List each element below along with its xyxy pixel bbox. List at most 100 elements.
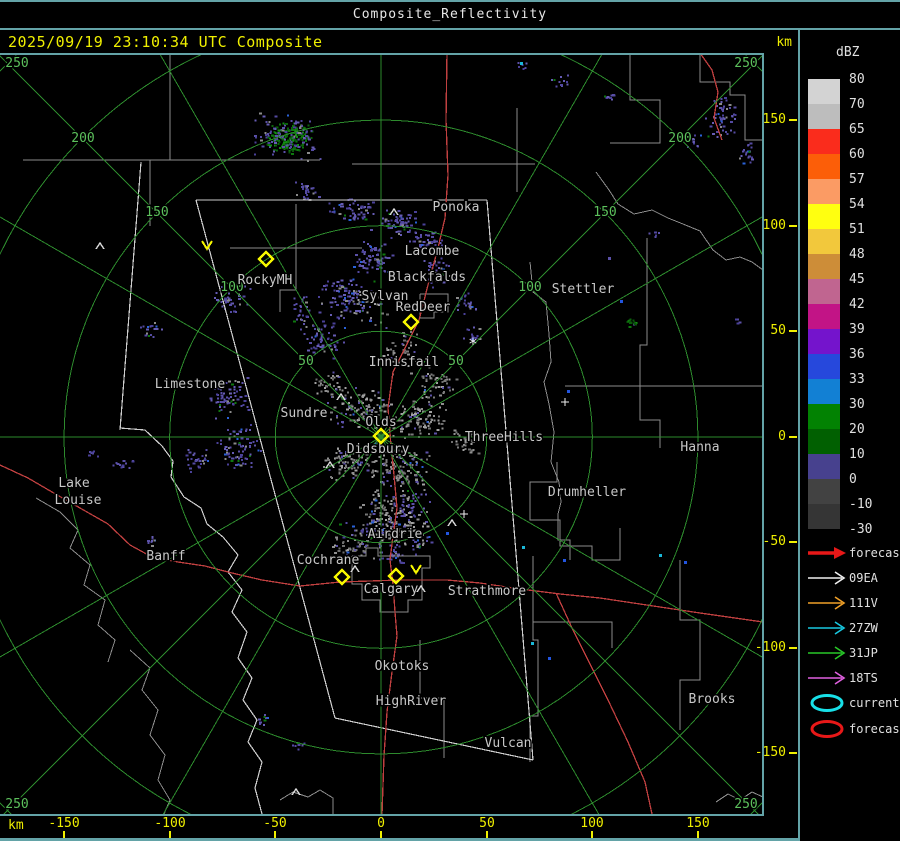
caret-marker [350, 564, 360, 573]
caret-marker [325, 460, 335, 469]
dbz-threshold-label: 54 [849, 197, 865, 212]
sidebar-divider [798, 30, 800, 841]
legend-item-label: forecast [849, 546, 900, 560]
map-border-right [762, 53, 764, 816]
bottom-axis-tick-label: 100 [580, 816, 604, 831]
echo-speck [620, 300, 623, 303]
dbz-color-block [808, 454, 840, 479]
dbz-threshold-label: 48 [849, 247, 865, 262]
city-label: Vulcan [485, 736, 532, 751]
right-axis-tick-label: -100 [754, 640, 786, 655]
site-diamond-marker [387, 567, 405, 585]
site-diamond-marker [333, 568, 351, 586]
caret-marker [447, 518, 457, 527]
right-axis-tick-label: -150 [754, 745, 786, 760]
legend-item-label: 27ZW [849, 621, 878, 635]
city-label: HighRiver [376, 694, 447, 709]
dbz-color-block [808, 279, 840, 304]
ring-distance-label: 50 [298, 354, 314, 369]
dbz-color-block [808, 104, 840, 129]
cell-vector-marker [201, 240, 213, 251]
map-border-top [0, 53, 764, 55]
bottom-axis-tick [697, 831, 699, 838]
map-border-bottom [0, 814, 764, 816]
dbz-threshold-label: 20 [849, 422, 865, 437]
echo-speck [608, 257, 611, 260]
ring-distance-label: 250 [734, 56, 757, 71]
ring-distance-label: 150 [593, 205, 616, 220]
right-axis-tick [789, 541, 797, 543]
city-label: ThreeHills [465, 430, 543, 445]
ring-distance-label: 250 [734, 797, 757, 812]
track-arrow-icon [808, 646, 846, 660]
ring-distance-label: 250 [5, 797, 28, 812]
echo-speck [563, 559, 566, 562]
site-diamond-marker [402, 313, 420, 331]
bottom-axis-tick-label: 50 [479, 816, 495, 831]
dbz-threshold-label: -10 [849, 497, 873, 512]
city-label: Olds [365, 415, 396, 430]
bottom-axis-tick [63, 831, 65, 838]
city-label: Drumheller [548, 485, 626, 500]
dbz-threshold-label: 57 [849, 172, 865, 187]
dbz-color-block [808, 304, 840, 329]
echo-speck [684, 561, 687, 564]
titlebar-divider [0, 28, 900, 30]
track-arrow-icon [808, 596, 846, 610]
right-axis-tick-label: 100 [762, 218, 786, 233]
plus-marker [460, 510, 468, 518]
echo-layer [88, 62, 755, 751]
ring-distance-label: 150 [145, 205, 168, 220]
right-axis-tick-label: 150 [762, 112, 786, 127]
dbz-color-block [808, 229, 840, 254]
dbz-threshold-label: 10 [849, 447, 865, 462]
city-label: RedDeer [396, 300, 451, 315]
window-top-border [0, 0, 900, 2]
city-label: Blackfalds [388, 270, 466, 285]
legend-item-label: forecast [849, 722, 900, 736]
echo-speck [522, 546, 525, 549]
city-label: Innisfail [369, 355, 439, 370]
dbz-color-block [808, 154, 840, 179]
radar-map-canvas[interactable]: 50 100 150 200 250 50 100 150 200 250 250 250 Ponoka… [0, 53, 763, 814]
track-arrow-icon [808, 621, 846, 635]
city-label: Ponoka [433, 200, 480, 215]
region-boundaries [23, 53, 763, 814]
echo-speck [520, 62, 523, 65]
cell-ellipse-icon [810, 720, 844, 738]
right-axis-tick [789, 436, 797, 438]
cell-ellipse-icon [810, 694, 844, 712]
plus-marker [561, 398, 569, 406]
right-axis-tick-label: 50 [770, 323, 786, 338]
dbz-color-block [808, 204, 840, 229]
right-axis-tick [789, 225, 797, 227]
right-axis-tick [789, 647, 797, 649]
city-label: Strathmore [448, 584, 526, 599]
bottom-axis-tick-label: 0 [377, 816, 385, 831]
dbz-color-block [808, 254, 840, 279]
bottom-axis-unit-label: km [8, 818, 24, 833]
bottom-axis-tick [274, 831, 276, 838]
bottom-axis-tick-label: -100 [154, 816, 186, 831]
city-label: Sundre [281, 406, 328, 421]
dbz-threshold-label: 51 [849, 222, 865, 237]
bottom-axis-tick [486, 831, 488, 838]
bottom-axis-tick [380, 831, 382, 838]
ring-distance-label: 100 [220, 280, 243, 295]
dbz-color-block [808, 479, 840, 504]
dbz-threshold-label: 80 [849, 72, 865, 87]
dbz-threshold-label: 36 [849, 347, 865, 362]
right-axis-tick [789, 119, 797, 121]
dbz-color-block [808, 404, 840, 429]
caret-marker [95, 241, 105, 250]
city-label: Cochrane [297, 553, 360, 568]
ring-distance-label: 250 [5, 56, 28, 71]
echo-speck [659, 554, 662, 557]
colorbar-title: dBZ [836, 45, 860, 60]
bottom-axis-tick-label: -50 [263, 816, 287, 831]
echo-speck [446, 532, 449, 535]
ring-distance-label: 50 [448, 354, 464, 369]
storm-markers: * [95, 62, 687, 796]
